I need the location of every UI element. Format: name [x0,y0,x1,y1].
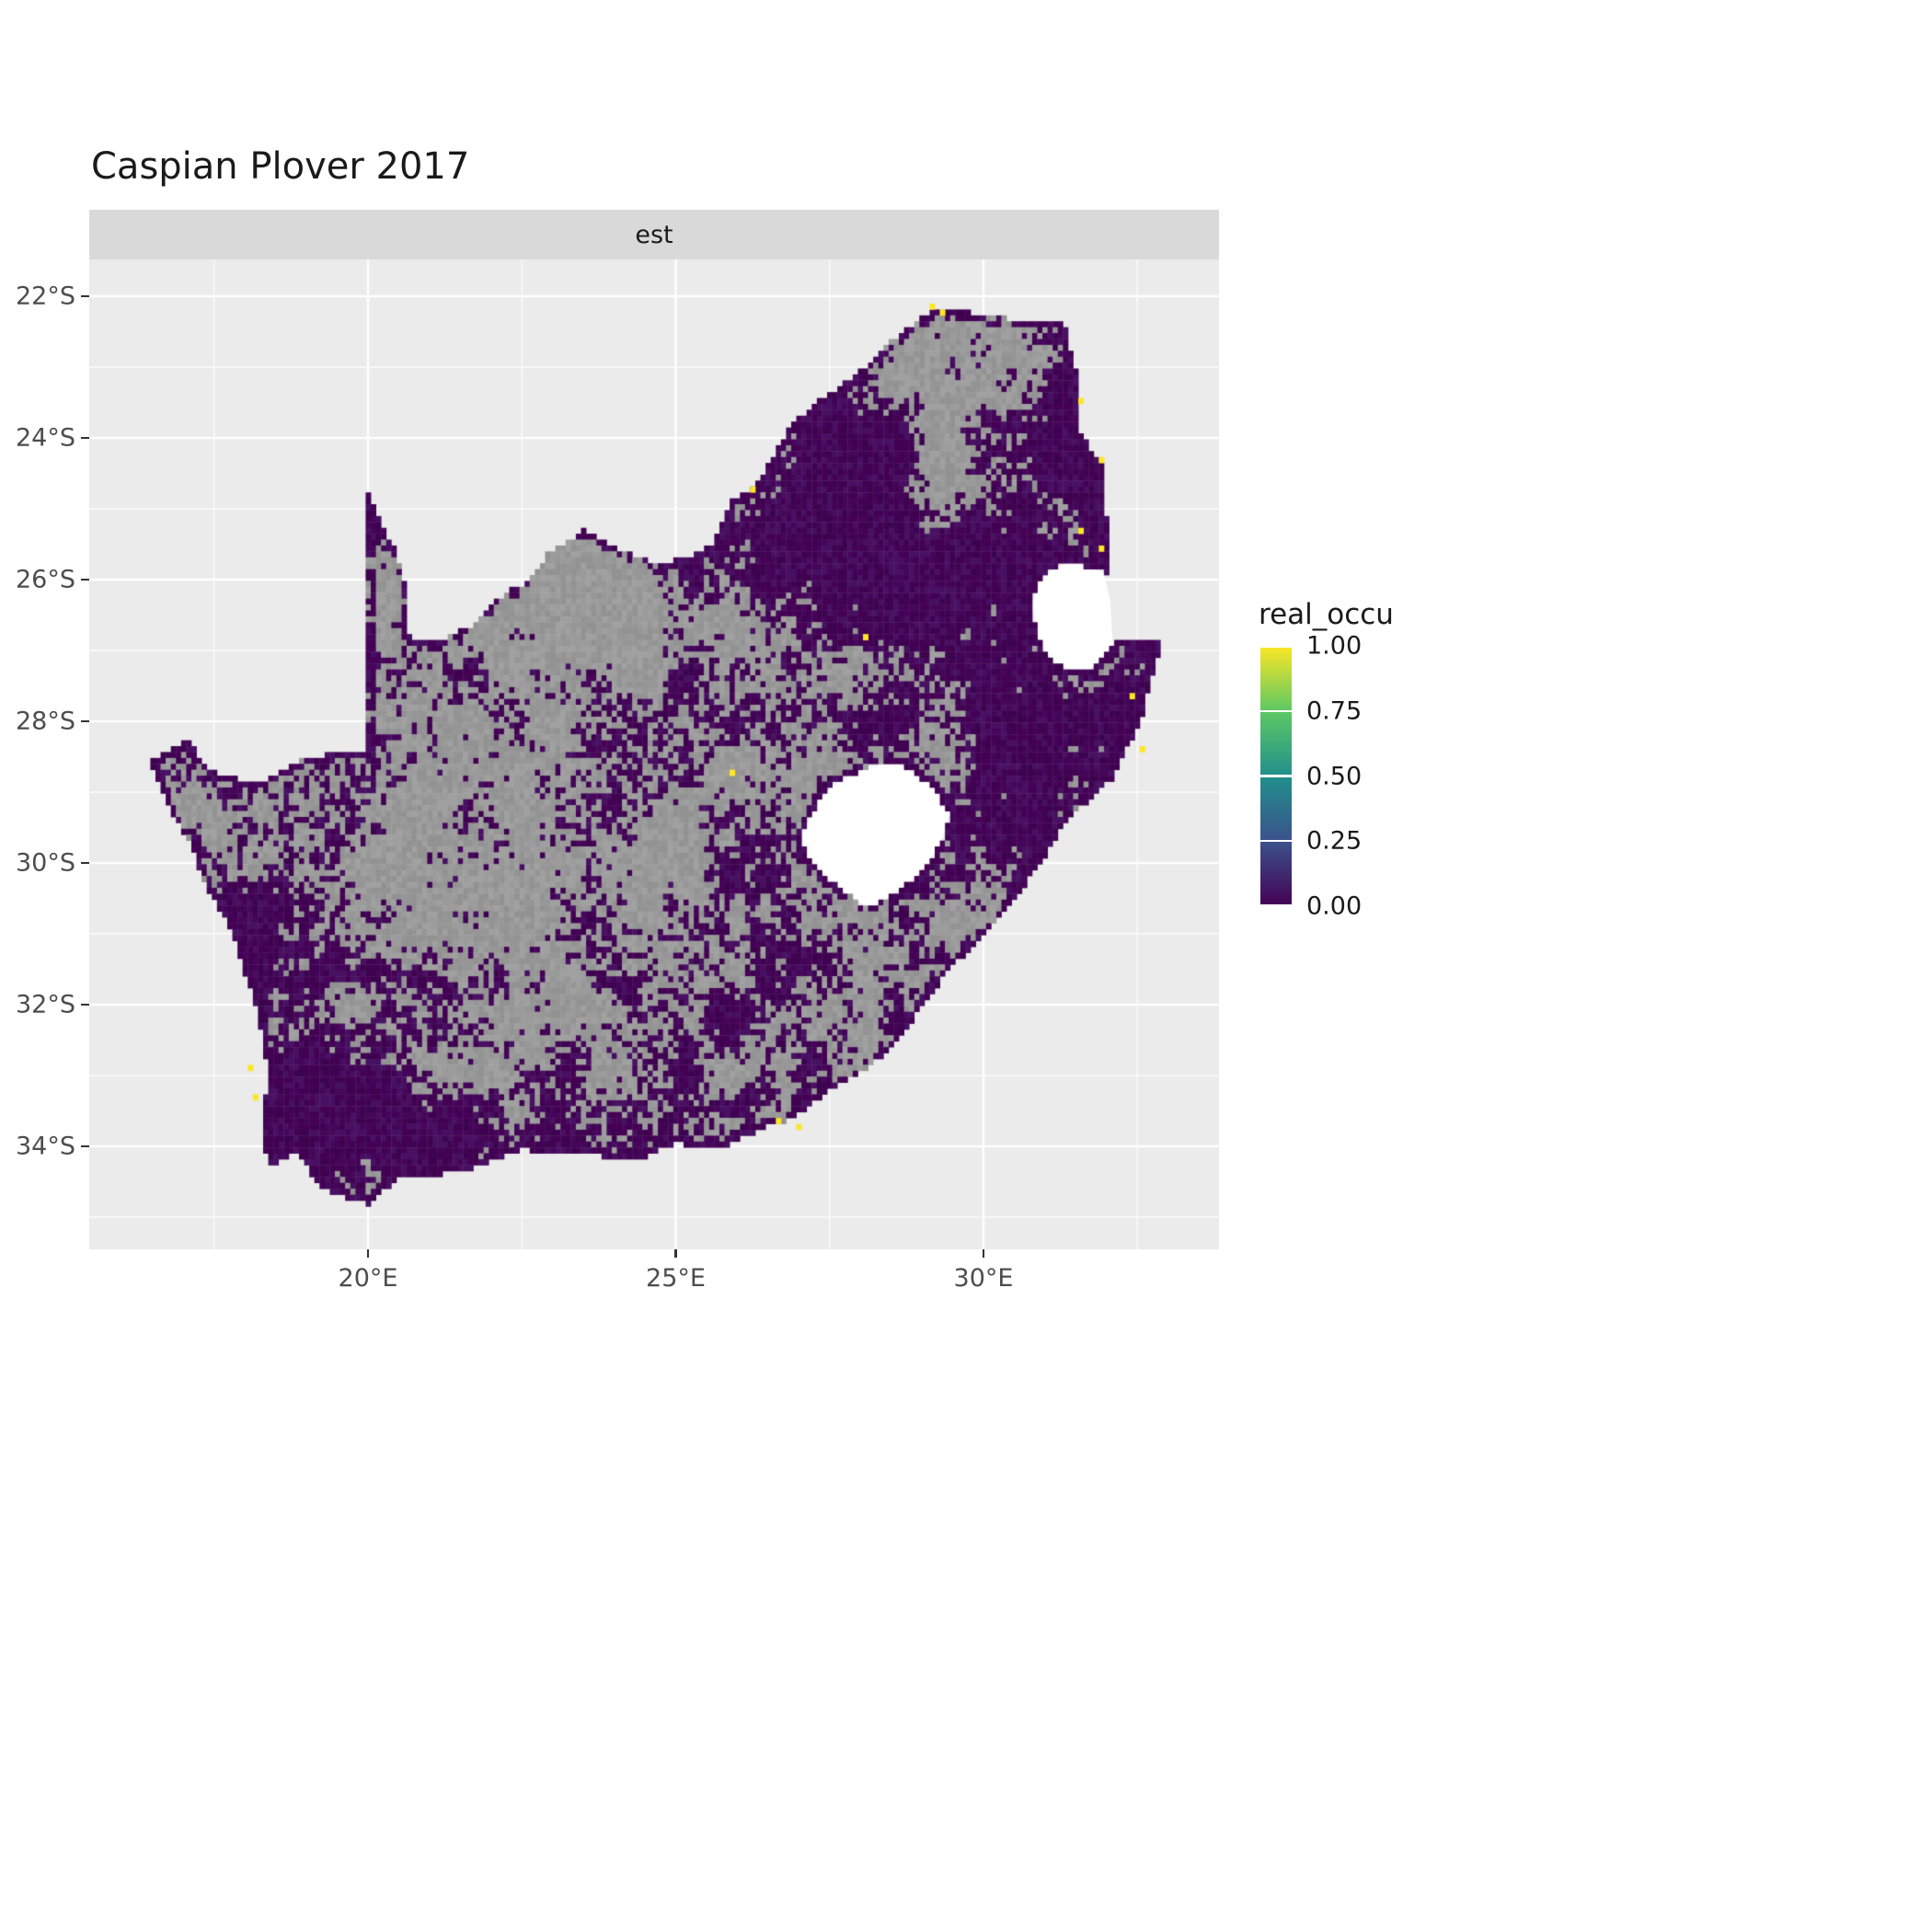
y-axis-tick-mark [81,1144,89,1148]
y-axis-tick-label: 34°S [16,1132,75,1161]
y-axis-tick-label: 26°S [16,565,75,594]
legend-tick-label: 0.75 [1306,696,1363,726]
y-axis-tick-label: 30°S [16,848,75,878]
plot-title: Caspian Plover 2017 [91,145,470,188]
legend-tick-label: 0.25 [1306,826,1363,856]
y-axis-tick-mark [81,294,89,298]
y-axis-tick-label: 24°S [16,423,75,453]
y-axis-tick-mark [81,861,89,865]
legend-tick-mark [1260,646,1292,649]
legend-tick-label: 0.00 [1306,891,1363,921]
occupancy-map-canvas [89,259,1219,1249]
legend-tick-label: 1.00 [1306,631,1363,661]
x-axis-tick-mark [366,1249,370,1258]
plot-panel [89,259,1219,1249]
legend-title: real_occu [1259,598,1394,631]
y-axis-tick-mark [81,1003,89,1006]
legend-tick-label: 0.50 [1306,762,1363,790]
y-axis-tick-mark [81,719,89,723]
facet-label: est [635,220,673,249]
x-axis-tick-mark [982,1249,985,1258]
y-axis-tick-label: 22°S [16,282,75,311]
legend-tick-mark [1260,840,1292,843]
legend-tick-mark [1260,775,1292,777]
y-axis-tick-label: 28°S [16,707,75,736]
y-axis-tick-mark [81,436,89,440]
x-axis-tick-label: 30°E [953,1264,1014,1293]
legend-colorbar [1260,646,1292,906]
x-axis-tick-mark [674,1249,677,1258]
facet-strip: est [89,210,1219,259]
x-axis-tick-label: 20°E [338,1264,398,1293]
x-axis-tick-label: 25°E [646,1264,706,1293]
legend-tick-mark [1260,709,1292,712]
y-axis-tick-mark [81,578,89,581]
y-axis-tick-label: 32°S [16,990,75,1019]
legend-tick-mark [1260,903,1292,906]
